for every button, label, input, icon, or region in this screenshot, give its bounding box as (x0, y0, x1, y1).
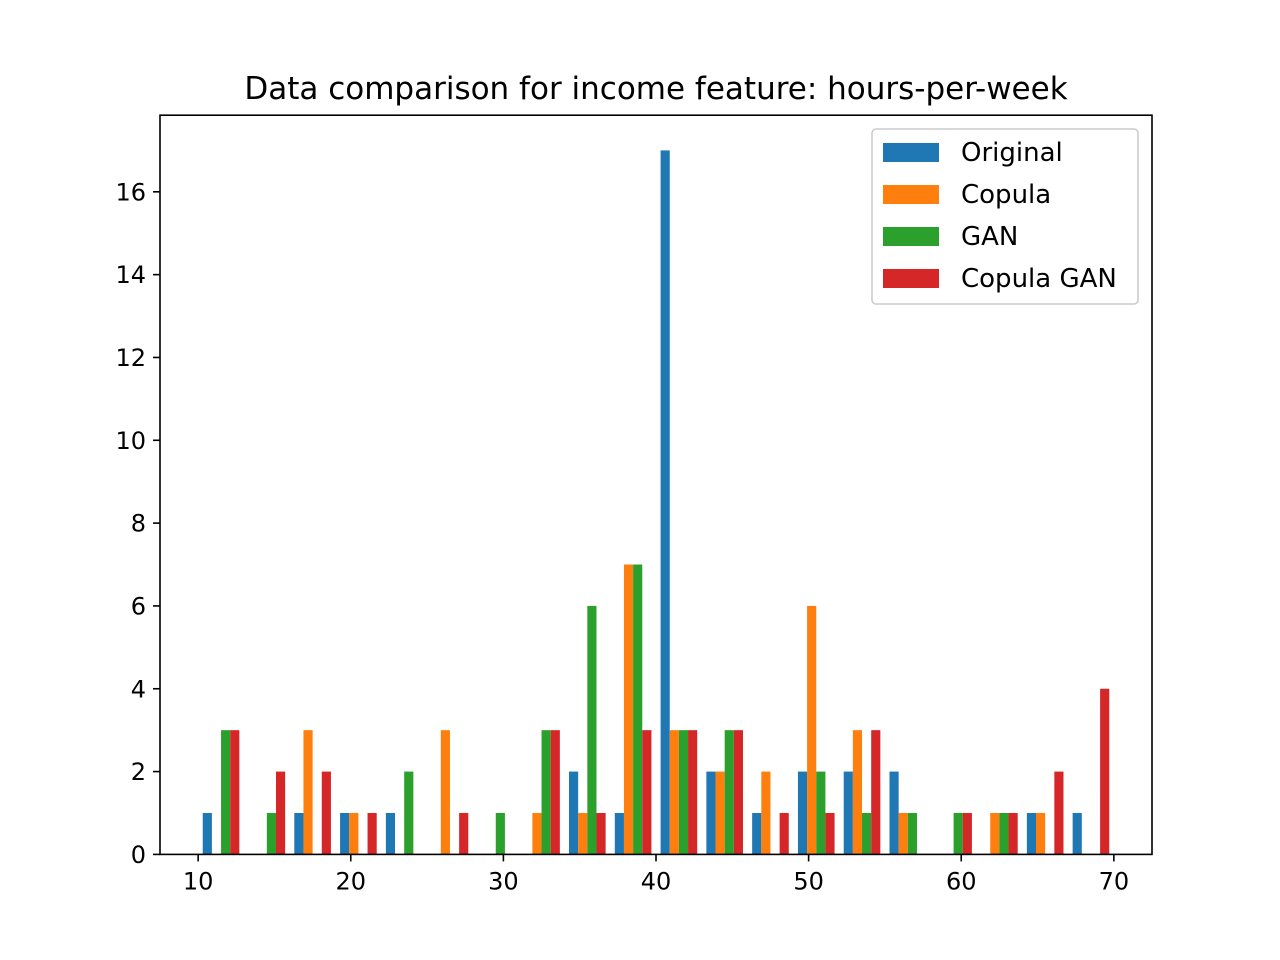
bar-copula-gan-13 (825, 812, 835, 855)
legend-label: GAN (961, 222, 1018, 252)
plot-frame (159, 114, 1153, 856)
legend-swatch (883, 227, 939, 246)
chart-title: Data comparison for income feature: hour… (244, 71, 1067, 107)
x-tick-label: 40 (641, 867, 672, 895)
legend-swatch (883, 185, 939, 204)
bar-gan-11 (724, 730, 734, 855)
bar-original-8 (569, 771, 579, 855)
bar-gan-6 (495, 812, 505, 855)
bar-original-2 (294, 812, 304, 855)
bar-copula-gan-14 (871, 730, 881, 855)
bar-copula-gan-1 (275, 771, 286, 855)
legend-box (871, 128, 1139, 305)
bar-copula-gan-8 (596, 812, 606, 855)
bar-gan-17 (999, 812, 1009, 855)
bar-copula-7 (532, 812, 542, 855)
bar-gan-15 (907, 812, 917, 855)
legend-label: Copula GAN (961, 264, 1117, 294)
legend: Original Copula GAN Copula GAN (871, 128, 1139, 305)
legend-swatch (883, 269, 939, 288)
bar-original-19 (1072, 812, 1082, 855)
bar-copula-gan-2 (321, 771, 331, 855)
y-tick-label: 12 (115, 344, 146, 372)
bar-original-11 (706, 771, 716, 855)
bar-gan-10 (678, 730, 689, 855)
x-tick-label: 50 (793, 867, 824, 895)
bar-original-0 (202, 812, 212, 855)
bar-copula-15 (898, 812, 908, 855)
bar-copula-13 (807, 605, 817, 855)
bar-copula-gan-5 (459, 812, 469, 855)
bar-gan-7 (541, 730, 551, 855)
bar-gan-13 (816, 771, 826, 855)
bar-copula-gan-0 (230, 730, 240, 855)
bar-copula-gan-3 (367, 812, 377, 855)
bar-gan-0 (221, 730, 231, 855)
bar-copula-12 (761, 771, 771, 855)
bar-gan-16 (953, 812, 963, 855)
y-tick-label: 0 (131, 841, 146, 869)
y-tick-label: 4 (131, 675, 146, 703)
bar-original-9 (614, 812, 624, 855)
bar-copula-10 (669, 730, 679, 855)
bar-gan-8 (587, 605, 597, 855)
bar-original-15 (889, 771, 899, 855)
bar-original-3 (340, 812, 350, 855)
bars-layer (202, 150, 1110, 855)
legend-label: Copula (961, 180, 1051, 210)
x-tick-label: 70 (1099, 867, 1130, 895)
bar-copula-11 (715, 771, 725, 855)
bar-copula-5 (440, 730, 450, 855)
bar-copula-gan-12 (779, 812, 789, 855)
y-tick-label: 10 (115, 427, 146, 455)
bar-copula-gan-17 (1008, 812, 1018, 855)
bar-copula-gan-7 (550, 730, 560, 855)
bar-gan-9 (633, 564, 643, 855)
x-tick-label: 20 (335, 867, 366, 895)
y-tick-label: 8 (131, 510, 146, 538)
bar-copula-18 (1036, 812, 1046, 855)
x-tick-label: 60 (946, 867, 977, 895)
y-tick-label: 16 (115, 178, 146, 206)
bar-copula-gan-16 (962, 812, 972, 855)
y-tick-label: 6 (131, 592, 146, 620)
bar-gan-4 (404, 771, 414, 855)
legend-swatch (883, 143, 939, 162)
bar-copula-gan-19 (1100, 688, 1110, 855)
bar-copula-8 (578, 812, 588, 855)
bar-original-14 (843, 771, 853, 855)
bar-gan-1 (266, 812, 276, 855)
legend-label: Original (961, 138, 1063, 168)
x-tick-label: 10 (183, 867, 214, 895)
x-axis: 10 20 30 40 50 60 70 (183, 854, 1129, 895)
bar-copula-gan-10 (688, 730, 698, 855)
x-tick-label: 30 (488, 867, 519, 895)
bar-original-12 (752, 812, 762, 855)
bar-original-4 (385, 812, 396, 855)
y-tick-label: 14 (115, 261, 146, 289)
bar-copula-17 (990, 812, 1000, 855)
bar-copula-gan-18 (1054, 771, 1064, 855)
bar-copula-14 (852, 730, 863, 855)
y-tick-label: 2 (131, 758, 146, 786)
bar-original-13 (797, 771, 808, 855)
bar-copula-9 (623, 564, 634, 855)
bar-copula-gan-9 (642, 730, 652, 855)
bar-copula-gan-11 (733, 730, 743, 855)
bar-gan-14 (862, 812, 872, 855)
bar-copula-2 (303, 730, 313, 855)
bar-copula-3 (349, 812, 359, 855)
bar-original-18 (1026, 812, 1037, 855)
bar-original-10 (660, 150, 670, 855)
y-axis: 0 2 4 6 8 10 12 14 16 (115, 178, 160, 869)
